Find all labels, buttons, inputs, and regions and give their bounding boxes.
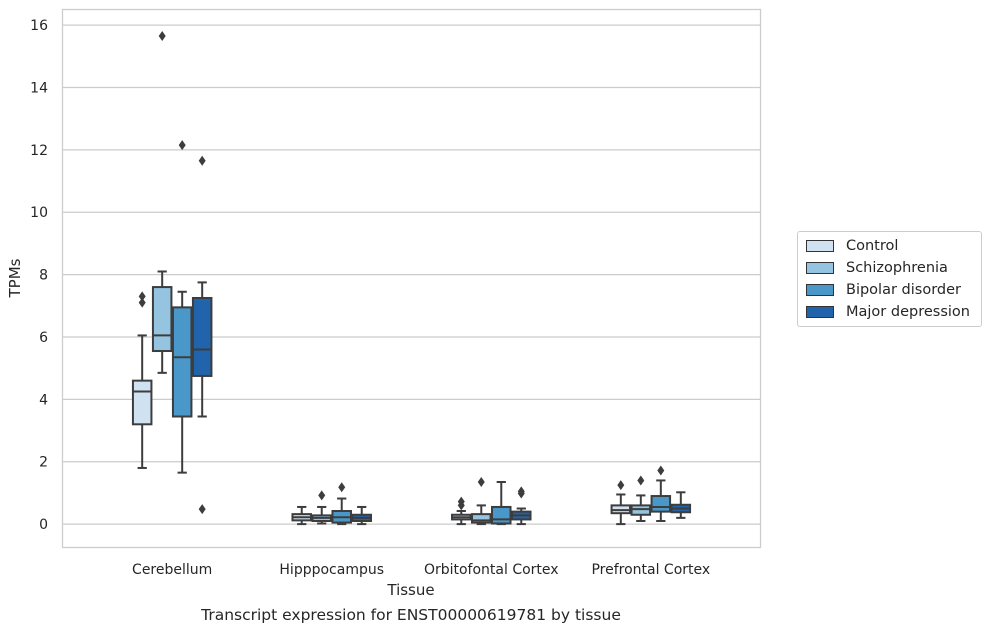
y-tick-label: 14 — [30, 80, 48, 96]
box-plot-marks — [131, 31, 692, 526]
legend-label-bipolar-disorder: Bipolar disorder — [846, 282, 961, 298]
box-group — [311, 490, 332, 525]
y-tick-label: 2 — [39, 455, 48, 471]
legend-swatch-control — [806, 240, 834, 252]
outlier-point — [158, 31, 166, 42]
y-tick-label: 16 — [30, 18, 48, 34]
outlier-point — [637, 475, 645, 486]
box-group — [451, 496, 472, 526]
outlier-point — [138, 297, 146, 308]
y-tick-labels: 0 2 4 6 8 10 12 14 16 — [30, 18, 48, 533]
box-group — [610, 480, 632, 526]
chart-title: Transcript expression for ENST0000061978… — [201, 606, 621, 624]
box — [471, 513, 492, 524]
legend-label-control: Control — [846, 238, 899, 254]
y-tick-label: 6 — [39, 330, 48, 346]
outlier-point — [318, 490, 326, 501]
outlier-point — [338, 482, 346, 493]
outlier-point — [198, 504, 206, 515]
legend-item-bipolar-disorder: Bipolar disorder — [806, 279, 961, 301]
outlier-point — [198, 155, 206, 166]
y-tick-label: 12 — [30, 143, 48, 159]
box-group — [331, 482, 352, 526]
legend: Control Schizophrenia Bipolar disorder M… — [797, 231, 982, 327]
outlier-point — [138, 291, 146, 302]
box-group — [151, 31, 173, 374]
box — [650, 495, 672, 513]
outlier-point — [517, 486, 525, 497]
box-group — [491, 481, 512, 526]
x-tick-labels: Cerebellum Hipppocampus Orbitofontal Corte… — [132, 562, 710, 578]
box-group — [191, 155, 213, 515]
outlier-point — [617, 480, 625, 491]
legend-swatch-schizophrenia — [806, 262, 834, 274]
outlier-point — [477, 477, 485, 488]
legend-item-control: Control — [806, 235, 898, 257]
box-group — [630, 475, 652, 522]
outlier-point — [657, 465, 665, 476]
box-group — [471, 477, 492, 526]
x-tick-label: Orbitofontal Cortex — [424, 562, 559, 578]
plot-frame — [61, 8, 762, 549]
y-tick-label: 8 — [39, 268, 48, 284]
box-group — [511, 486, 532, 526]
legend-swatch-major-depression — [806, 306, 834, 318]
x-tick-label: Hipppocampus — [279, 562, 384, 578]
box — [151, 286, 173, 353]
y-tick-label: 4 — [39, 392, 48, 408]
legend-swatch-bipolar-disorder — [806, 284, 834, 296]
legend-item-schizophrenia: Schizophrenia — [806, 257, 948, 279]
outlier-point — [178, 140, 186, 151]
box-group — [131, 291, 153, 469]
outlier-point — [457, 496, 465, 507]
box-group — [351, 505, 372, 526]
y-tick-label: 10 — [30, 205, 48, 221]
y-axis-label: TPMs — [6, 258, 24, 298]
box-group — [650, 465, 672, 522]
box — [131, 379, 153, 426]
gridlines — [62, 24, 761, 525]
box-group — [171, 140, 193, 474]
legend-label-major-depression: Major depression — [846, 304, 970, 320]
x-tick-label: Cerebellum — [132, 562, 212, 578]
box — [171, 306, 193, 418]
box — [491, 505, 512, 525]
legend-label-schizophrenia: Schizophrenia — [846, 260, 948, 276]
y-tick-label: 0 — [39, 517, 48, 533]
x-tick-label: Prefrontal Cortex — [591, 562, 710, 578]
box-group — [291, 505, 312, 526]
box-group — [670, 491, 692, 519]
box — [191, 296, 213, 377]
legend-item-major-depression: Major depression — [806, 301, 970, 323]
x-axis-label: Tissue — [386, 581, 434, 599]
